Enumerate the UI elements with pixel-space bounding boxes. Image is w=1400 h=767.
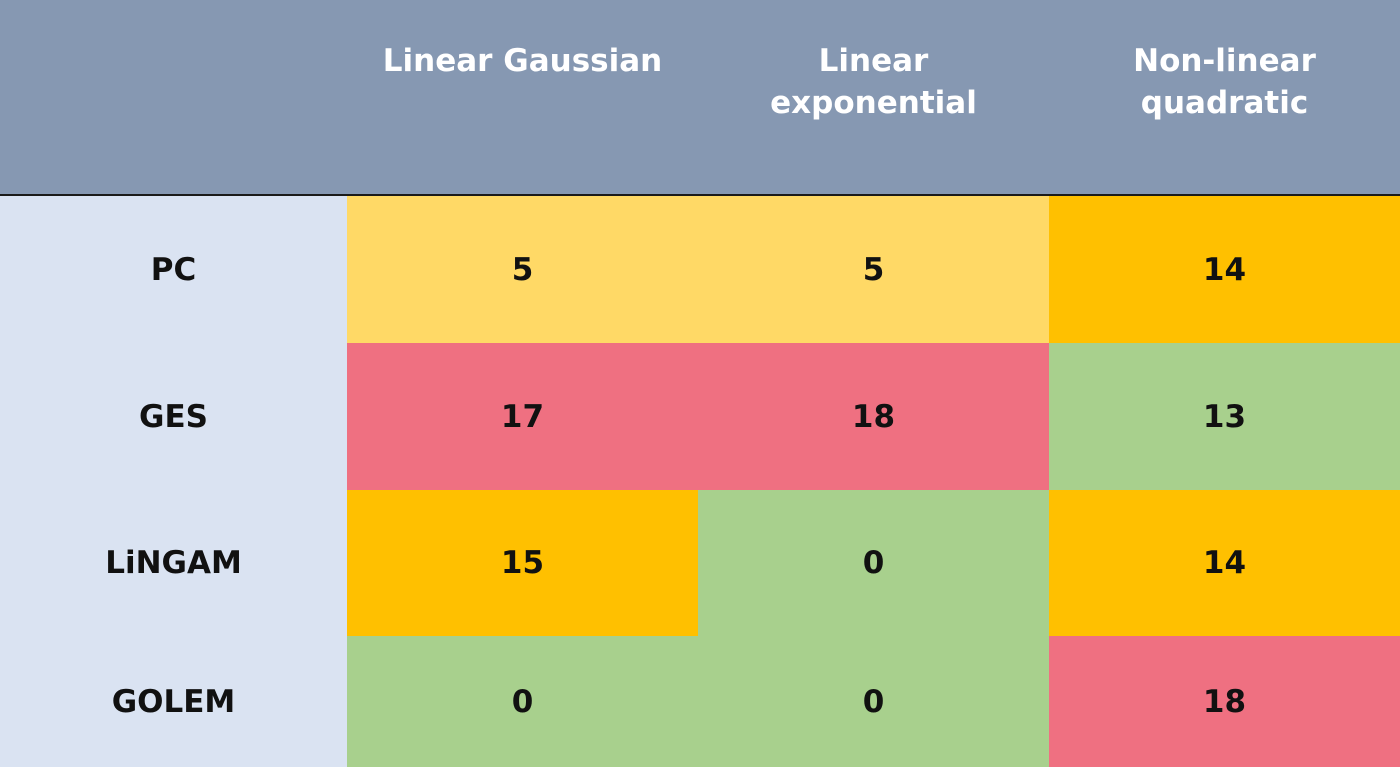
column-header-linear-exponential: Linear exponential bbox=[770, 43, 977, 121]
row-header-pc: PC bbox=[0, 196, 347, 343]
cell-pc-linear-gaussian: 5 bbox=[347, 196, 698, 343]
cell-lingam-linear-gaussian: 15 bbox=[347, 490, 698, 636]
column-header-linear-gaussian: Linear Gaussian bbox=[382, 43, 663, 79]
header-row: Linear Gaussian Linear exponential Non-l… bbox=[0, 0, 1400, 196]
cell-ges-non-linear-quadratic: 13 bbox=[1049, 343, 1400, 490]
row-header-lingam: LiNGAM bbox=[0, 490, 347, 636]
cell-golem-non-linear-quadratic: 18 bbox=[1049, 636, 1400, 767]
column-header-non-linear-quadratic: Non-linear quadratic bbox=[1133, 43, 1316, 121]
cell-golem-linear-gaussian: 0 bbox=[347, 636, 698, 767]
cell-lingam-non-linear-quadratic: 14 bbox=[1049, 490, 1400, 636]
cell-ges-linear-gaussian: 17 bbox=[347, 343, 698, 490]
cell-pc-linear-exponential: 5 bbox=[698, 196, 1049, 343]
cell-lingam-linear-exponential: 0 bbox=[698, 490, 1049, 636]
row-header-ges: GES bbox=[0, 343, 347, 490]
row-header-golem: GOLEM bbox=[0, 636, 347, 767]
cell-pc-non-linear-quadratic: 14 bbox=[1049, 196, 1400, 343]
cell-golem-linear-exponential: 0 bbox=[698, 636, 1049, 767]
cell-ges-linear-exponential: 18 bbox=[698, 343, 1049, 490]
